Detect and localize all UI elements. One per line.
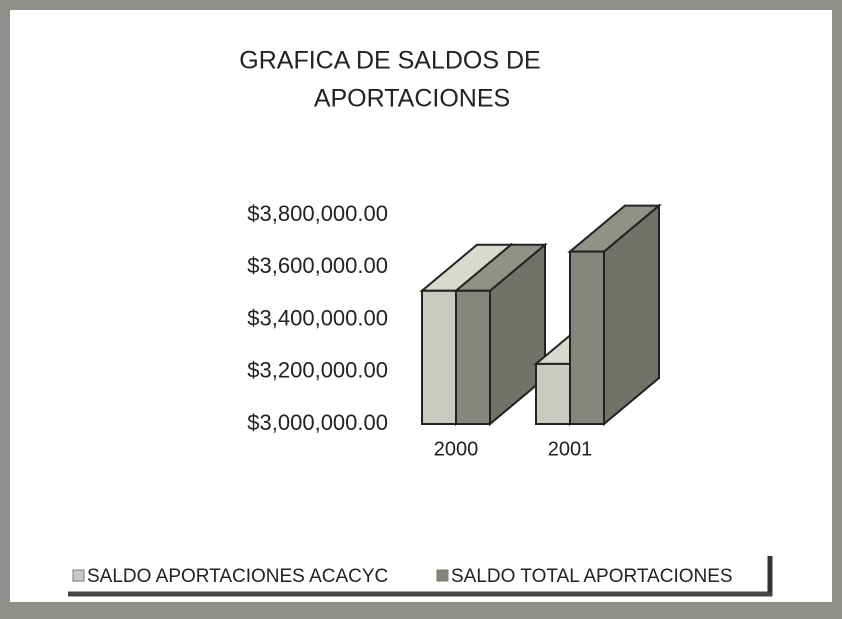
y-tick-label: $3,400,000.00 bbox=[247, 305, 388, 330]
bar bbox=[455, 289, 491, 426]
y-tick-label: $3,600,000.00 bbox=[247, 253, 388, 278]
bar bbox=[421, 289, 457, 426]
x-tick-label: 2001 bbox=[548, 438, 593, 460]
bar bbox=[569, 250, 605, 425]
y-tick-label: $3,800,000.00 bbox=[247, 201, 388, 226]
chart-title: GRAFICA DE SALDOS DE bbox=[239, 47, 540, 75]
legend-label: SALDO TOTAL APORTACIONES bbox=[451, 566, 733, 587]
x-tick-label: 2000 bbox=[434, 438, 479, 460]
bar bbox=[535, 362, 571, 426]
chart-title: APORTACIONES bbox=[314, 85, 510, 113]
legend-swatch bbox=[72, 569, 85, 582]
legend-label: SALDO APORTACIONES ACACYC bbox=[87, 566, 388, 587]
y-tick-label: $3,000,000.00 bbox=[247, 410, 388, 435]
y-tick-label: $3,200,000.00 bbox=[247, 358, 388, 383]
legend-swatch bbox=[436, 569, 449, 582]
